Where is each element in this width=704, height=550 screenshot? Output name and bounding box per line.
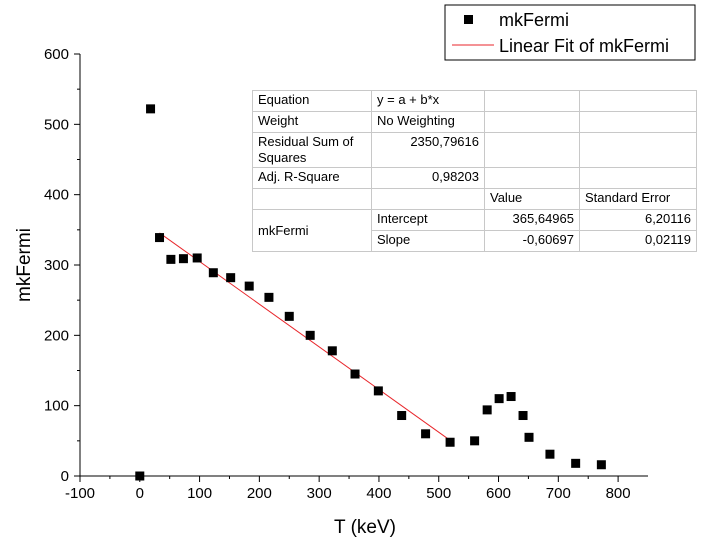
data-point xyxy=(178,254,188,264)
y-tick-label: 400 xyxy=(44,187,69,204)
x-axis-title: T (keV) xyxy=(334,517,396,538)
data-point xyxy=(226,273,236,283)
x-tick-label: 500 xyxy=(426,485,451,502)
x-tick-label: 600 xyxy=(486,485,511,502)
data-point xyxy=(397,411,407,421)
y-tick-label: 100 xyxy=(44,398,69,415)
data-point xyxy=(518,411,528,421)
y-tick-label: 600 xyxy=(44,46,69,63)
x-tick-label: 800 xyxy=(606,485,631,502)
data-point xyxy=(482,405,492,415)
table-row: Residual Sum of Squares 2350,79616 xyxy=(252,132,697,168)
value-header: Value xyxy=(484,188,580,210)
legend-box xyxy=(444,4,696,61)
data-point xyxy=(571,458,581,468)
y-tick-label: 300 xyxy=(44,257,69,274)
legend: mkFermi Linear Fit of mkFermi xyxy=(444,4,696,61)
empty-cell xyxy=(579,90,697,112)
slope-label: Slope xyxy=(371,230,485,252)
intercept-label: Intercept xyxy=(371,209,485,231)
empty-cell xyxy=(484,167,580,189)
data-point xyxy=(545,449,555,459)
data-point xyxy=(350,369,360,379)
table-row: Adj. R-Square 0,98203 xyxy=(252,167,697,189)
weight-label: Weight xyxy=(252,111,372,133)
data-point xyxy=(155,233,165,243)
empty-cell xyxy=(579,111,697,133)
data-point xyxy=(305,330,315,340)
legend-marker-mkfermi xyxy=(464,15,473,24)
empty-cell xyxy=(579,132,697,168)
empty-cell xyxy=(484,132,580,168)
table-row: Slope -0,60697 0,02119 xyxy=(253,230,697,252)
intercept-value: 365,64965 xyxy=(484,209,580,231)
data-point xyxy=(494,394,504,404)
empty-cell xyxy=(484,111,580,133)
group-label: mkFermi xyxy=(252,209,372,252)
equation-label: Equation xyxy=(252,90,372,112)
table-row: Equation y = a + b*x xyxy=(252,90,697,112)
table-row: mkFermi Intercept 365,64965 6,20116 xyxy=(252,209,697,252)
data-points xyxy=(135,104,606,481)
x-tick-label: 300 xyxy=(307,485,332,502)
slope-error: 0,02119 xyxy=(579,230,697,252)
data-point xyxy=(524,432,534,442)
data-point xyxy=(421,429,431,439)
fit-parameters-table: Equation y = a + b*x Weight No Weighting… xyxy=(252,90,697,252)
data-point xyxy=(470,436,480,446)
x-tick-label: 0 xyxy=(136,485,144,502)
data-point xyxy=(192,253,202,263)
data-point xyxy=(166,254,176,264)
x-tick-label: -100 xyxy=(65,485,95,502)
empty-cell xyxy=(252,188,372,210)
slope-value: -0,60697 xyxy=(484,230,580,252)
x-tick-label: 700 xyxy=(546,485,571,502)
empty-cell xyxy=(579,167,697,189)
empty-cell xyxy=(371,188,485,210)
empty-cell xyxy=(484,90,580,112)
y-tick-label: 0 xyxy=(61,468,69,485)
legend-label-mkfermi: mkFermi xyxy=(499,10,569,30)
fit-line-layer xyxy=(159,232,451,441)
x-tick-label: 400 xyxy=(366,485,391,502)
table-row: Weight No Weighting xyxy=(252,111,697,133)
r2-label: Adj. R-Square xyxy=(252,167,372,189)
weight-value: No Weighting xyxy=(371,111,485,133)
data-point xyxy=(208,268,218,278)
data-point xyxy=(596,460,606,470)
data-point xyxy=(284,311,294,321)
intercept-error: 6,20116 xyxy=(579,209,697,231)
data-point xyxy=(327,346,337,356)
y-tick-label: 500 xyxy=(44,116,69,133)
x-tick-label: 200 xyxy=(247,485,272,502)
data-point xyxy=(264,292,274,302)
y-axis-title: mkFermi xyxy=(14,228,35,302)
fit-line xyxy=(159,232,451,441)
rss-value: 2350,79616 xyxy=(371,132,485,168)
ticks: -100 0 100 200 300 400 500 600 700 80001002003004… xyxy=(44,46,631,502)
equation-value: y = a + b*x xyxy=(371,90,485,112)
data-point xyxy=(135,471,145,481)
r2-value: 0,98203 xyxy=(371,167,485,189)
table-row: Value Standard Error xyxy=(252,188,697,210)
rss-label: Residual Sum of Squares xyxy=(252,132,372,168)
y-tick-label: 200 xyxy=(44,327,69,344)
data-point xyxy=(506,392,516,402)
legend-label-fit: Linear Fit of mkFermi xyxy=(499,36,669,56)
data-point xyxy=(445,437,455,447)
data-point xyxy=(373,386,383,396)
stderr-header: Standard Error xyxy=(579,188,697,210)
data-point xyxy=(244,281,254,291)
x-tick-label: 100 xyxy=(187,485,212,502)
data-point xyxy=(146,104,156,114)
